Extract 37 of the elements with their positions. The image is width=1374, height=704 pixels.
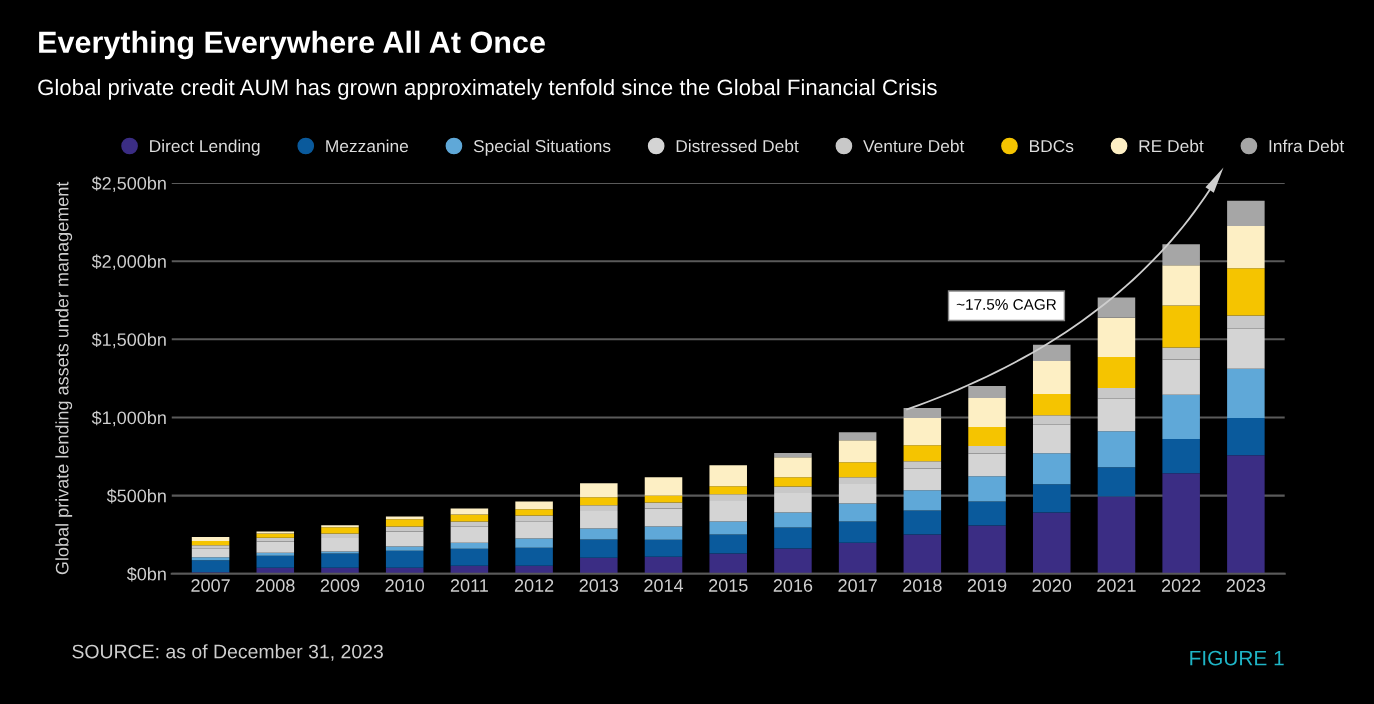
x-tick-label: 2007 [191, 579, 230, 592]
annotation: ~17.5% CAGR [956, 299, 1057, 310]
y-tick-label: $1,500bn [91, 332, 166, 349]
chart-subtitle: Global private credit AUM has grown approximately tenfold since the Global Financial Crisis [38, 78, 937, 100]
x-tick-label: 2009 [320, 579, 360, 592]
x-tick-label: 2018 [903, 579, 942, 592]
x-tick-label: 2010 [385, 579, 425, 592]
legend-label: Mezzanine [326, 139, 409, 153]
x-tick-label: 2023 [1226, 579, 1266, 592]
y-tick-label: $0bn [126, 566, 166, 582]
x-tick-label: 2011 [450, 579, 488, 592]
x-tick-label: 2021 [1097, 579, 1136, 592]
x-tick-label: 2022 [1161, 579, 1201, 592]
legend-label: Special Situations [473, 139, 611, 156]
x-tick-label: 2016 [773, 579, 813, 592]
legend-label: Distressed Debt [676, 139, 799, 153]
y-tick-label: $2,000bn [91, 254, 166, 271]
y-axis-title: Global private lending assets under management [55, 181, 73, 575]
x-tick-label: 2013 [579, 579, 619, 592]
y-tick-label: $2,500bn [91, 176, 166, 192]
legend-label: RE Debt [1139, 139, 1204, 153]
x-tick-label: 2020 [1032, 579, 1072, 592]
legend-label: Venture Debt [863, 139, 965, 153]
legend-label: Direct Lending [150, 139, 260, 156]
y-tick-label: $1,000bn [91, 410, 166, 427]
legend-label: BDCs [1030, 139, 1074, 153]
y-tick-label: $500bn [106, 488, 166, 504]
source-note: SOURCE: as of December 31, 2023 [72, 644, 383, 661]
x-tick-label: 2019 [967, 579, 1007, 592]
x-tick-label: 2014 [644, 579, 684, 592]
caption: FIGURE 1 [1190, 650, 1284, 666]
x-tick-label: 2012 [514, 579, 554, 592]
x-tick-label: 2008 [256, 579, 295, 592]
x-tick-label: 2017 [838, 579, 877, 592]
legend-label: Infra Debt [1269, 139, 1345, 153]
chart-title: Everything Everywhere All At Once [39, 30, 545, 60]
x-tick-label: 2015 [709, 579, 748, 592]
